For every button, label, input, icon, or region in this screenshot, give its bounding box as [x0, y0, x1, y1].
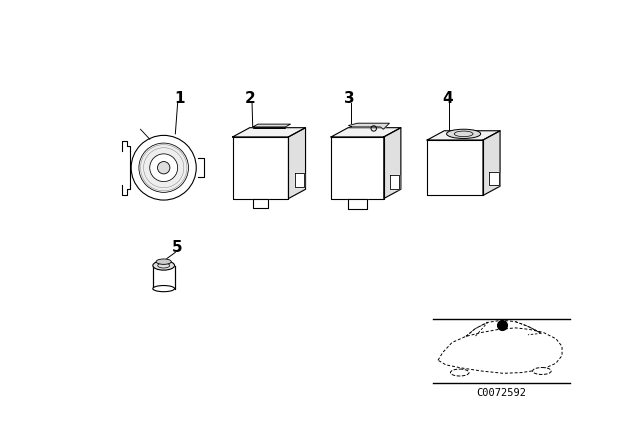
Text: 3: 3	[344, 91, 355, 106]
Circle shape	[131, 135, 196, 200]
Polygon shape	[489, 172, 499, 185]
Text: 1: 1	[174, 91, 184, 106]
Polygon shape	[428, 140, 483, 195]
Text: 2: 2	[245, 91, 256, 106]
Polygon shape	[294, 173, 304, 187]
Polygon shape	[122, 141, 129, 151]
Polygon shape	[253, 198, 268, 208]
Polygon shape	[331, 137, 384, 198]
Ellipse shape	[451, 369, 469, 376]
Polygon shape	[349, 123, 389, 129]
Polygon shape	[253, 124, 291, 127]
Polygon shape	[233, 128, 305, 137]
Text: C0072592: C0072592	[477, 388, 527, 397]
Polygon shape	[390, 175, 399, 189]
Polygon shape	[153, 266, 175, 289]
Circle shape	[150, 154, 178, 181]
Ellipse shape	[156, 259, 172, 264]
Polygon shape	[428, 131, 500, 140]
Ellipse shape	[153, 285, 175, 292]
Circle shape	[157, 162, 170, 174]
Polygon shape	[384, 128, 401, 198]
Polygon shape	[289, 128, 305, 198]
Ellipse shape	[447, 129, 481, 138]
Text: 4: 4	[442, 91, 452, 106]
Ellipse shape	[532, 367, 551, 375]
Ellipse shape	[153, 261, 175, 270]
Polygon shape	[122, 185, 129, 195]
Polygon shape	[483, 131, 500, 195]
Polygon shape	[348, 198, 367, 209]
Polygon shape	[233, 137, 289, 198]
Polygon shape	[331, 128, 401, 137]
Circle shape	[139, 143, 189, 192]
Text: 5: 5	[172, 240, 182, 255]
